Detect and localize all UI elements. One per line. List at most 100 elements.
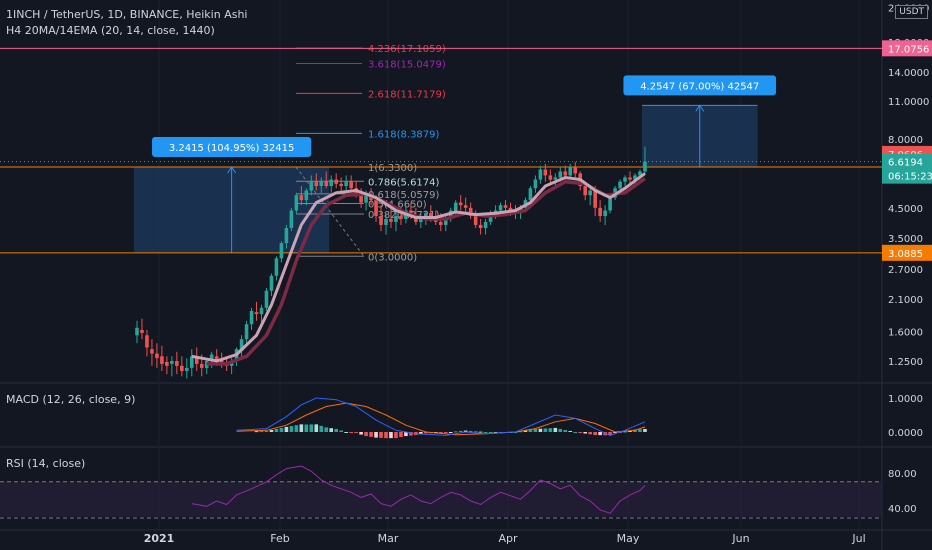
fib-level-label: 0.5(4.6650) — [368, 200, 427, 211]
candle-body — [180, 365, 184, 371]
macd-histogram-bar — [593, 432, 597, 436]
candle-body — [463, 205, 468, 208]
macd-line — [236, 397, 646, 436]
y-tick-label: 3.5000 — [888, 234, 923, 245]
y-tick-label: 14.0000 — [888, 68, 929, 79]
macd-histogram-bar — [623, 431, 627, 433]
candle-body — [364, 195, 368, 203]
candle-body — [175, 361, 179, 366]
candle-body — [553, 177, 558, 180]
candle-body — [254, 312, 259, 315]
candle-body — [244, 324, 249, 340]
candle-body — [633, 175, 637, 180]
macd-histogram-bar — [628, 430, 632, 432]
macd-histogram-bar — [424, 432, 428, 434]
y-tick-label: 1.2500 — [888, 357, 923, 368]
fib-level-label: 2.618(11.7179) — [368, 89, 446, 100]
candle-body — [289, 210, 294, 229]
macd-histogram-bar — [349, 432, 353, 433]
x-tick-label: Mar — [378, 532, 399, 545]
candle-body — [429, 213, 433, 217]
candle-body — [189, 356, 194, 368]
rsi-band — [0, 481, 882, 517]
macd-histogram-bar — [369, 432, 373, 437]
candle-body — [274, 258, 279, 276]
candle-body — [548, 175, 553, 180]
candle-body — [319, 181, 324, 187]
macd-histogram-bar — [404, 432, 408, 437]
ma-light-line — [191, 172, 646, 363]
candle-body — [314, 181, 319, 187]
macd-histogram-bar — [448, 432, 453, 433]
x-tick-label: May — [617, 532, 640, 545]
macd-histogram-bar — [409, 432, 413, 436]
candle-body — [269, 275, 274, 291]
macd-histogram-bar — [563, 429, 568, 432]
candle-body — [329, 179, 334, 187]
candle-body — [214, 356, 219, 361]
candle-body — [593, 190, 597, 208]
indicator-title: H4 20MA/14EMA (20, 14, close, 1440) — [6, 24, 215, 37]
candle-body — [458, 202, 463, 206]
macd-histogram-bar — [638, 429, 642, 432]
macd-histogram-bar — [284, 426, 289, 432]
macd-histogram-bar — [319, 425, 324, 432]
macd-histogram-bar — [304, 424, 309, 432]
candle-body — [309, 181, 314, 191]
candle-body — [199, 363, 204, 368]
macd-histogram-bar — [643, 428, 647, 432]
fib-level-label: 0.618(5.0579) — [368, 190, 440, 201]
x-tick-label: Jun — [731, 532, 749, 545]
y-tick-label: 4.5000 — [888, 204, 923, 215]
macd-histogram-bar — [458, 430, 463, 432]
candle-body — [344, 181, 348, 187]
macd-histogram-bar — [324, 427, 329, 432]
candle-body — [638, 171, 642, 176]
macd-histogram-bar — [533, 428, 538, 432]
x-tick-label: 2021 — [144, 532, 175, 545]
currency-selector[interactable]: USDT — [895, 5, 928, 19]
price-axis-tag-label: 6.6194 — [888, 158, 923, 169]
candle-body — [394, 216, 398, 222]
macd-histogram-bar — [314, 424, 319, 432]
candle-body — [623, 177, 627, 182]
macd-tick-label: 0.0000 — [888, 428, 923, 439]
candle-body — [588, 190, 592, 196]
candle-body — [473, 216, 478, 225]
macd-histogram-bar — [558, 428, 563, 432]
macd-histogram-bar — [379, 432, 383, 438]
macd-histogram-bar — [384, 432, 388, 439]
candle-body — [399, 216, 403, 219]
macd-histogram-bar — [334, 428, 338, 432]
fib-level-label: 1(6.3300) — [368, 163, 417, 174]
candle-body — [478, 224, 483, 229]
macd-histogram-bar — [259, 431, 264, 433]
macd-histogram-bar — [528, 429, 533, 432]
candle-body — [528, 188, 533, 201]
candle-body — [468, 207, 473, 217]
price-axis-tag-label: 3.0885 — [888, 249, 923, 260]
macd-histogram-bar — [588, 432, 592, 435]
y-tick-label: 2.1000 — [888, 295, 923, 306]
fib-level-label: 0.382(4.2721) — [368, 210, 440, 221]
fib-level-label: 3.618(15.0479) — [368, 59, 446, 70]
y-tick-label: 2.7000 — [888, 265, 923, 276]
macd-histogram-bar — [598, 432, 602, 436]
candle-body — [239, 339, 244, 351]
price-range-label-bg — [152, 137, 312, 158]
candle-body — [294, 195, 299, 211]
macd-histogram-bar — [294, 425, 299, 432]
fib-trend-line — [295, 166, 365, 257]
candle-body — [150, 349, 154, 354]
rsi-line — [191, 465, 646, 514]
candle-body — [419, 218, 423, 222]
candle-body — [618, 181, 622, 189]
y-tick-label: 11.0000 — [888, 97, 929, 108]
macd-histogram-bar — [473, 431, 478, 433]
candle-body — [334, 179, 338, 184]
macd-histogram-bar — [468, 430, 473, 432]
candle-body — [135, 327, 139, 336]
macd-histogram-bar — [269, 429, 274, 432]
candle-body — [443, 218, 448, 225]
